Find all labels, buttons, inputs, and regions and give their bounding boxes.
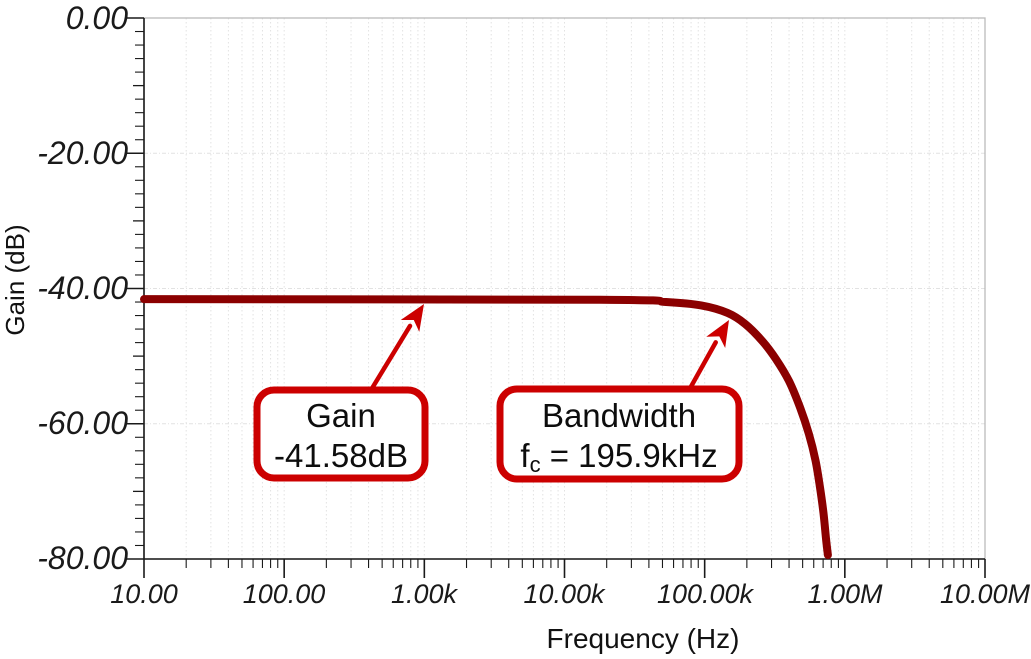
svg-text:1.00k: 1.00k — [391, 579, 459, 609]
svg-text:-80.00: -80.00 — [37, 540, 128, 576]
svg-text:-60.00: -60.00 — [37, 405, 128, 441]
svg-text:Gain (dB): Gain (dB) — [0, 224, 30, 335]
svg-text:-40.00: -40.00 — [37, 270, 128, 306]
svg-text:-20.00: -20.00 — [37, 135, 128, 171]
svg-text:Frequency (Hz): Frequency (Hz) — [547, 623, 740, 654]
svg-text:Gain: Gain — [306, 397, 376, 434]
svg-text:Bandwidth: Bandwidth — [542, 397, 696, 434]
svg-text:fc = 195.9kHz: fc = 195.9kHz — [520, 437, 717, 477]
svg-text:10.00k: 10.00k — [523, 579, 606, 609]
svg-text:10.00M: 10.00M — [940, 579, 1031, 609]
svg-text:0.00: 0.00 — [66, 0, 128, 36]
svg-text:10.00: 10.00 — [110, 579, 178, 609]
svg-text:-41.58dB: -41.58dB — [274, 437, 408, 474]
svg-text:1.00M: 1.00M — [807, 579, 883, 609]
svg-text:100.00k: 100.00k — [657, 579, 755, 609]
svg-text:100.00: 100.00 — [243, 579, 326, 609]
